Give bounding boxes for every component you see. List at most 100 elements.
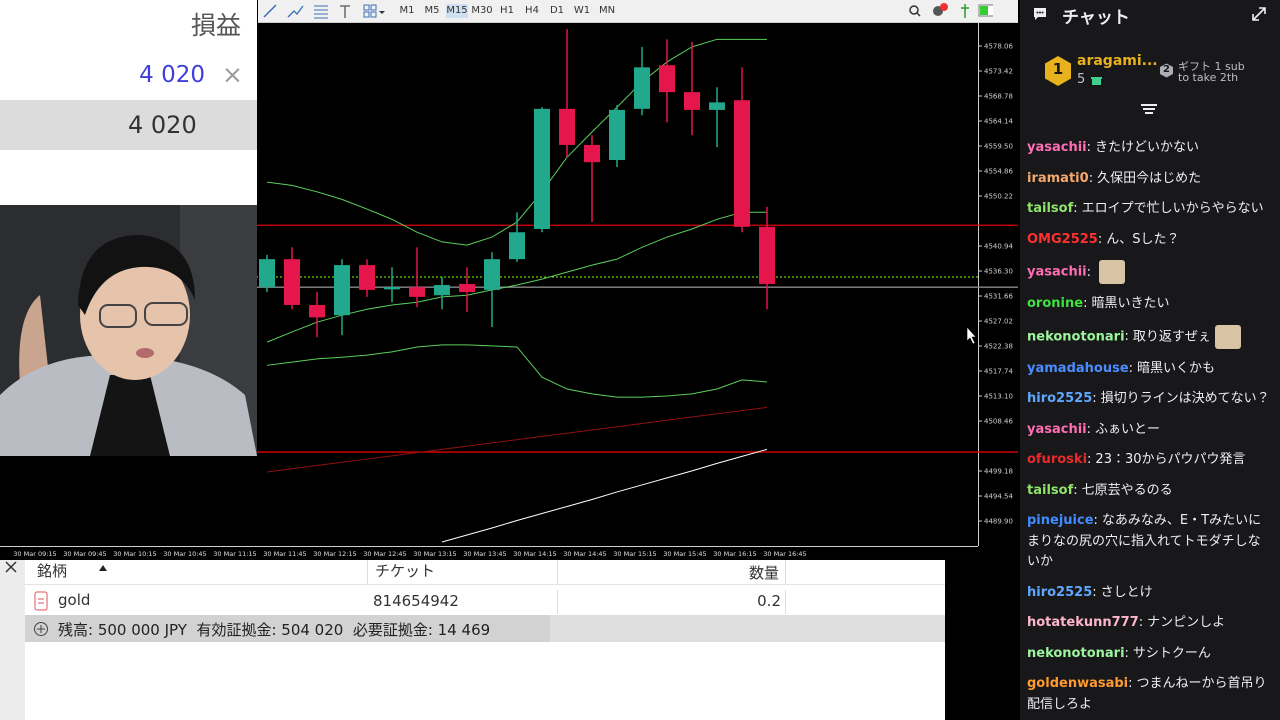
x-tick-label: 30 Mar 13:45 [463,550,506,558]
chat-separator: : [1086,140,1092,155]
column-separator [785,560,786,584]
total-row: 4 020 [0,100,257,150]
indicator-line [441,448,768,543]
y-tick-label: 4550.22 [984,193,1013,201]
chat-username[interactable]: goldenwasabi [1027,676,1129,691]
candle-body [634,67,650,109]
chat-username[interactable]: pinejuice [1027,513,1094,528]
chat-text: サシトクーん [1132,645,1211,661]
leader-name[interactable]: aragami... [1077,53,1158,69]
chat-username[interactable]: yasachii [1027,140,1087,155]
chat-separator: : [1097,231,1103,247]
chat-separator: : [1092,584,1097,600]
order-icon [34,591,48,611]
chart-toolbar: M1 M5 M15 M30 H1 H4 D1 W1 MN [258,0,1018,23]
chat-message: OMG2525: ん、Sした？ [1027,225,1272,256]
indicator-line [266,344,768,398]
candle-body [684,92,700,110]
x-tick-label: 30 Mar 11:45 [263,550,306,558]
panel-sidebar [0,560,25,720]
candle-body [284,259,300,305]
candle-body [534,108,550,229]
timeframe-button[interactable]: W1 [573,5,591,16]
chat-username[interactable]: ofuroski [1027,452,1088,467]
popout-button[interactable] [1251,6,1267,22]
candle-body [659,65,675,93]
order-volume: 0.2 [757,592,781,610]
sort-arrow [99,565,107,571]
chat-message: oronine: 暗黒いきたい [1027,289,1272,320]
chat-username[interactable]: hotatekunn777 [1027,615,1139,630]
y-tick-label: 4559.50 [984,143,1013,151]
panel-close[interactable] [4,560,20,574]
column-separator [367,560,368,584]
chat-username[interactable]: nekonotonari [1027,329,1125,344]
expand-icon[interactable] [33,621,49,637]
x-tick-label: 30 Mar 10:45 [163,550,206,558]
chat-separator: : [1087,452,1092,467]
profit-value: 4 020 [139,62,205,88]
chat-username[interactable]: tailsof [1027,201,1074,216]
y-tick-label: 4554.86 [984,168,1013,176]
candle-body [334,265,350,316]
chat-text: 暗黒いきたい [1091,296,1170,311]
chat-separator: : [1138,615,1144,630]
y-tick-label: 4540.94 [984,243,1013,251]
order-ticket: 814654942 [373,592,459,610]
header-volume[interactable]: 数量 [748,564,779,582]
header-symbol[interactable]: 銘柄 [37,562,68,580]
order-row[interactable]: gold 814654942 0.2 [25,590,945,614]
chat-username[interactable]: hiro2525 [1027,584,1093,600]
chat-username[interactable]: yamadahouse [1027,360,1129,376]
chat-username[interactable]: yasachii [1027,264,1087,280]
chat-separator: : [1093,513,1098,528]
candle-body [409,287,425,297]
drawing-tools[interactable] [258,0,403,22]
chat-username[interactable]: OMG2525 [1027,231,1098,247]
timeframe-button[interactable]: M1 [399,5,415,16]
timeframe-button[interactable]: MN [598,5,616,16]
order-symbol: gold [58,591,91,609]
chat-separator: : [1128,360,1134,376]
mouse-cursor [966,326,977,345]
timeframe-button[interactable]: H4 [525,5,539,16]
x-tick-label: 30 Mar 09:45 [63,550,106,558]
x-tick-label: 30 Mar 16:15 [713,550,756,558]
chat-text: ふぁいとー [1095,421,1161,437]
chat-message: goldenwasabi: つまんねーから首吊り配信しろよ [1027,669,1272,720]
chat-message: hiro2525: さしとけ [1027,578,1272,609]
chat-message: iramati0: 久保田今はじめた [1027,164,1272,195]
header-ticket[interactable]: チケット [375,562,436,580]
timeframe-button[interactable]: M30 [471,5,493,16]
y-tick-label: 4499.18 [984,468,1013,476]
timeframe-button[interactable]: M5 [424,5,440,16]
chat-separator: : [1124,645,1129,661]
x-tick-label: 30 Mar 15:45 [663,550,706,558]
chat-emote [1099,260,1126,284]
y-tick-label: 4494.54 [984,493,1013,501]
webcam [0,205,257,456]
chat-message: yasachii: [1027,255,1272,289]
chat-username[interactable]: iramati0 [1027,170,1089,186]
timeframe-button[interactable]: M15 [446,4,468,18]
chat-message: nekonotonari: 取り返すぜぇ [1027,320,1272,354]
chat-username[interactable]: yasachii [1027,421,1087,437]
chat-username[interactable]: tailsof [1027,482,1074,498]
timeframe-button[interactable]: H1 [500,5,514,16]
chat-username[interactable]: hiro2525 [1027,391,1093,406]
timeframe-button[interactable]: D1 [549,5,565,16]
chat-text: ナンピンしよ [1147,615,1226,630]
column-separator [557,590,558,614]
indicator-line [266,406,768,473]
webcam-image [0,205,257,456]
candle-body [609,109,625,161]
x-tick-label: 30 Mar 11:15 [213,550,256,558]
y-tick-label: 4513.10 [984,393,1013,401]
chat-separator: : [1073,482,1078,498]
collapse-button[interactable] [1139,103,1159,117]
close-button[interactable]: × [222,60,243,89]
chat-username[interactable]: oronine [1027,296,1084,311]
chat-username[interactable]: nekonotonari [1027,645,1125,661]
chat-message: hiro2525: 損切りラインは決めてない？ [1027,384,1272,415]
